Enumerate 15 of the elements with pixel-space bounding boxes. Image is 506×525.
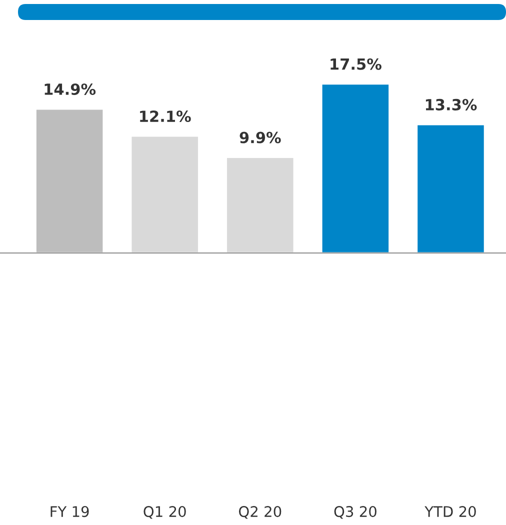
bar: [35, 108, 104, 253]
bar: [226, 156, 295, 253]
x-tick-label: YTD 20: [424, 506, 476, 518]
bar: [416, 124, 486, 253]
data-label: 14.9%: [44, 83, 96, 95]
data-label: 13.3%: [426, 98, 477, 110]
bar: [130, 135, 200, 253]
data-label: 9.9%: [240, 132, 281, 144]
x-tick-label: Q1 20: [144, 506, 186, 519]
x-tick-label: Q3 20: [334, 506, 376, 519]
data-label: 12.1%: [140, 110, 191, 122]
bar: [320, 83, 390, 253]
x-tick-label: Q2 20: [238, 506, 282, 519]
x-tick-label: FY 19: [50, 506, 89, 518]
data-label: 17.5%: [330, 58, 382, 70]
